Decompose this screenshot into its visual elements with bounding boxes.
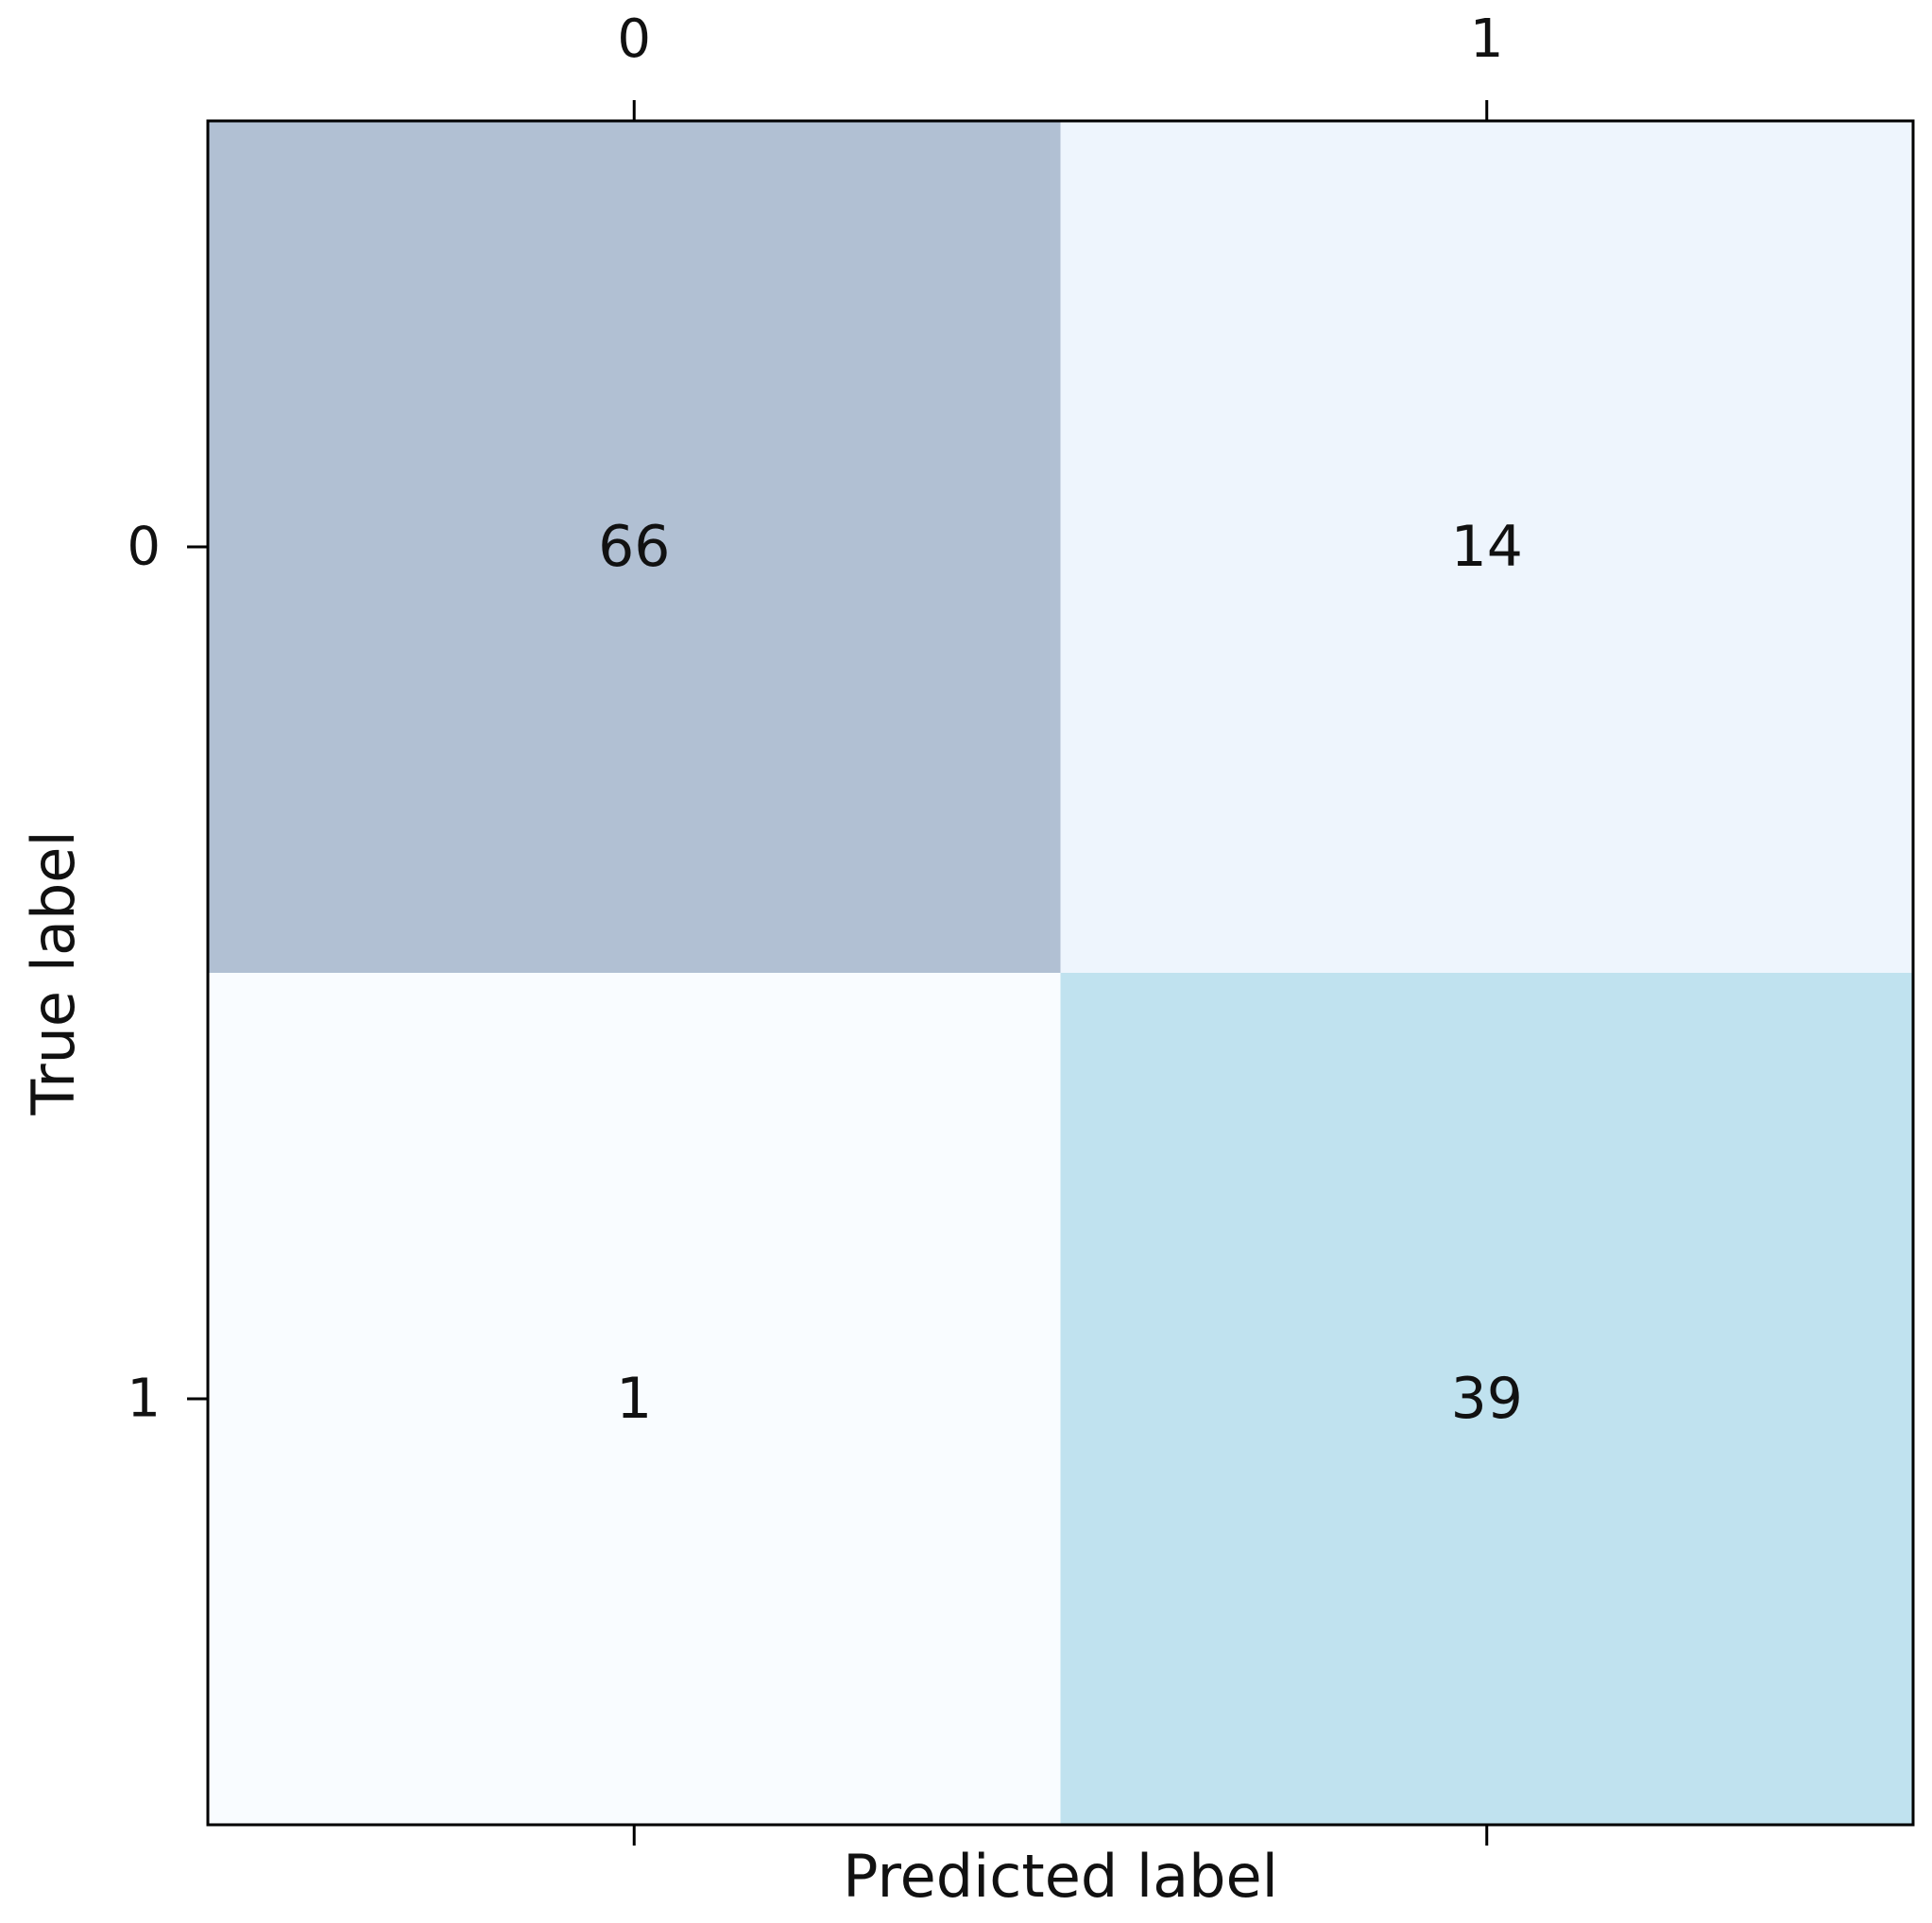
- y-tick-label-1: 1: [127, 1369, 161, 1430]
- heatmap-cell-labels: 66 14 1 39: [598, 514, 1523, 1432]
- cell-value-r0-c1: 14: [1451, 514, 1523, 580]
- plot-frame: [206, 119, 1915, 1827]
- heatmap-cell-r0-c0: [208, 121, 1061, 973]
- x-tick-label-1: 1: [1470, 9, 1504, 70]
- x-ticks-bottom: [632, 1825, 1489, 1846]
- heatmap-cells: [208, 121, 1913, 1825]
- heatmap-cell-r1-c1: [1060, 973, 1913, 1825]
- heatmap-cell-r1-c0: [208, 973, 1061, 1825]
- cell-value-r0-c0: 66: [598, 514, 670, 580]
- y-axis-label: True label: [19, 830, 88, 1115]
- heatmap-cell-r0-c1: [1060, 121, 1913, 973]
- x-tick-label-0: 0: [617, 9, 651, 70]
- cell-value-r1-c1: 39: [1451, 1366, 1523, 1432]
- y-tick-label-0: 0: [127, 517, 161, 578]
- x-axis-label: Predicted label: [843, 1842, 1278, 1911]
- cell-value-r1-c0: 1: [616, 1366, 652, 1432]
- y-ticks: 01: [127, 517, 208, 1430]
